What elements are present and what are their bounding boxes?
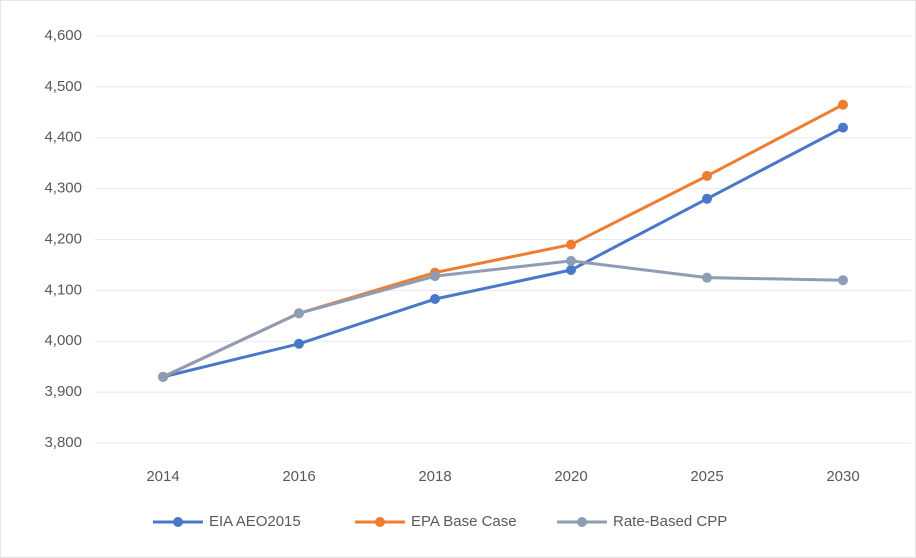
x-tick-label: 2018 (418, 468, 451, 485)
data-point (702, 170, 712, 181)
x-tick-label: 2030 (826, 468, 859, 485)
y-tick-label: 3,900 (44, 383, 82, 400)
y-tick-label: 4,600 (44, 27, 82, 44)
data-point (838, 275, 848, 286)
data-point (838, 122, 848, 133)
data-point (702, 272, 712, 283)
legend-marker (375, 517, 385, 527)
x-tick-label: 2016 (282, 468, 315, 485)
legend-marker (577, 517, 587, 527)
legend-label: EPA Base Case (411, 513, 517, 530)
y-tick-label: 3,800 (44, 434, 82, 451)
y-tick-label: 4,100 (44, 281, 82, 298)
data-point (294, 308, 304, 319)
data-point (566, 239, 576, 250)
x-tick-label: 2014 (146, 468, 179, 485)
series-line (162, 259, 844, 379)
legend-marker (173, 517, 183, 527)
data-point (566, 255, 576, 266)
data-point (566, 265, 576, 276)
data-point (158, 371, 168, 382)
data-point (702, 193, 712, 204)
data-point (430, 271, 440, 282)
legend-label: Rate-Based CPP (613, 513, 727, 530)
legend-label: EIA AEO2015 (209, 513, 301, 530)
data-point (430, 294, 440, 305)
y-tick-label: 4,200 (44, 230, 82, 247)
y-tick-label: 4,000 (44, 332, 82, 349)
x-tick-label: 2025 (690, 468, 723, 485)
x-tick-label: 2020 (554, 468, 587, 485)
y-tick-label: 4,300 (44, 180, 82, 197)
series-line (162, 126, 844, 379)
y-tick-label: 4,500 (44, 78, 82, 95)
data-point (294, 338, 304, 349)
y-tick-label: 4,400 (44, 129, 82, 146)
data-point (838, 99, 848, 110)
